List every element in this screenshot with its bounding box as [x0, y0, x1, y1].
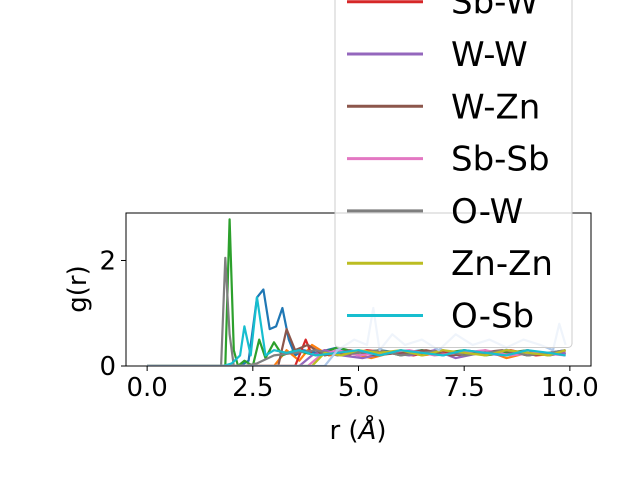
legend-label: Zn-Zn	[451, 244, 553, 284]
x-tick-label: 7.5	[444, 373, 485, 403]
x-tick-label: 0.0	[126, 373, 167, 403]
legend: Sb-W W-W W-Zn Sb-Sb O-W Zn-Zn O-Sb	[334, 0, 573, 348]
x-tick-label: 2.5	[232, 373, 273, 403]
legend-label: O-Sb	[451, 297, 534, 337]
series-line-9	[147, 296, 566, 366]
legend-label: Sb-Sb	[451, 140, 550, 180]
legend-label: W-Zn	[451, 87, 540, 127]
legend-label: O-W	[451, 192, 523, 232]
y-tick-label: 0	[99, 352, 116, 382]
x-axis-label: r (Å)	[329, 414, 386, 446]
x-tick-label: 5.0	[338, 373, 379, 403]
legend-frame	[334, 0, 573, 348]
legend-label: Sb-W	[451, 0, 539, 23]
axes-layer: 0.0 2.5 5.0 7.5 10.0 0 2	[99, 246, 598, 403]
legend-label: W-W	[451, 35, 528, 75]
x-tick-label: 10.0	[541, 373, 599, 403]
y-tick-label: 2	[99, 246, 116, 276]
y-axis-label: g(r)	[63, 265, 93, 312]
